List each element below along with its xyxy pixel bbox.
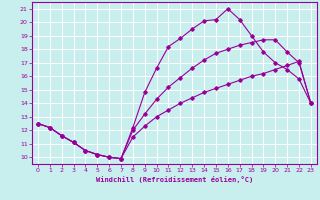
X-axis label: Windchill (Refroidissement éolien,°C): Windchill (Refroidissement éolien,°C): [96, 176, 253, 183]
